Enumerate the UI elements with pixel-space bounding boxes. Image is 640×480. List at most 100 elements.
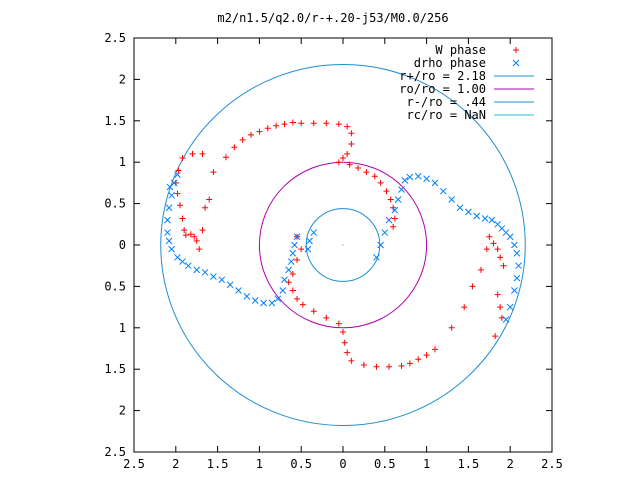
series-1-point-35 [281,276,288,284]
series-0-point-19 [199,150,206,157]
series-1-point-43 [226,281,234,289]
series-1-point-46 [201,268,209,276]
series-0-point-38 [355,164,362,171]
series-1-point-15 [465,208,472,216]
series-0-point-29 [187,231,194,238]
series-1-point-8 [406,173,414,181]
circle-2 [305,208,381,282]
series-0-point-33 [199,227,206,234]
series-0-point-80 [494,291,501,298]
series-0-point-73 [477,266,484,273]
x-tick-label-10: 2.5 [541,457,563,471]
series-0-point-30 [191,233,198,240]
x-tick-label-4: 0.5 [290,457,312,471]
y-tick-label-1: 2 [119,404,126,418]
series-1-point-48 [184,262,192,270]
series-0-point-15 [239,136,246,143]
series-1-point-3 [385,216,393,224]
series-0-point-65 [398,362,405,369]
series-1-point-56 [168,191,175,199]
series-1-point-9 [414,172,422,180]
series-0-point-0 [340,155,346,162]
x-tick-label-2: 1.5 [207,457,229,471]
legend-label-0: W phase [435,43,486,57]
series-0-point-26 [179,215,186,222]
series-0-point-42 [383,188,390,195]
series-0-point-37 [346,161,353,168]
series-1-point-17 [481,215,489,222]
series-0-point-2 [348,140,355,147]
series-0-point-32 [196,246,203,253]
circle-0 [160,63,526,427]
series-0-point-44 [390,204,397,211]
series-0-point-31 [193,237,200,244]
legend-swatch-0 [513,47,519,53]
series-0-point-16 [231,144,238,151]
series-0-point-50 [289,270,296,277]
series-1-point-38 [268,299,276,307]
series-0-point-10 [281,121,288,128]
y-tick-label-0: 2.5 [104,445,126,459]
series-0-point-35 [206,196,213,203]
series-1-point-55 [165,204,173,212]
series-1-point-14 [456,204,464,212]
series-0-point-81 [497,304,504,311]
series-0-point-74 [483,246,490,253]
series-1-point-49 [179,258,186,265]
series-1-point-51 [168,245,175,253]
series-0-point-55 [310,308,317,315]
series-0-point-20 [189,150,196,157]
series-0-point-43 [387,196,394,203]
series-1-point-0 [373,254,380,261]
y-tick-label-9: 2 [119,72,126,86]
series-1-point-45 [210,273,217,280]
series-1-point-40 [251,297,259,304]
series-0-point-77 [494,246,501,253]
center-dot [342,244,344,246]
series-1-point-41 [243,292,251,300]
series-0-point-22 [175,167,182,174]
y-tick-label-5: 0 [119,238,126,252]
series-1-point-36 [279,287,287,294]
chart-title: m2/n1.5/q2.0/r-+.20-j53/M0.0/256 [217,11,448,25]
series-1-point-34 [285,266,293,274]
series-0-point-12 [264,125,271,132]
radius-circles [160,63,526,427]
series-0-point-69 [431,346,438,353]
series-1-point-1 [377,241,384,249]
series-1-point-29 [502,316,510,323]
series-1-point-33 [287,258,295,265]
series-1-point-44 [218,276,226,284]
series-0-point-49 [294,256,301,263]
series-1-point-7 [401,177,409,184]
series-1-point-52 [165,237,173,245]
series-0-point-28 [182,232,189,239]
series-0-point-36 [335,159,342,166]
legend-label-2: r+/ro = 2.18 [399,69,486,83]
series-0-point-56 [323,314,330,321]
series-1-point-6 [398,186,405,193]
series-0-point-64 [385,363,392,370]
series-0-point-59 [341,339,348,346]
series-0-point-6 [323,120,330,127]
y-tick-label-3: 1 [119,321,126,335]
y-tick-label-7: 1 [119,155,126,169]
series-0-point-3 [348,130,355,137]
series-1-point-37 [274,295,282,303]
axis-ticks: 2.5 2 1.5 1 0.5 0 0.5 1 1.5 2 2.52.521.510.500.511… [104,31,563,471]
series-1-point-23 [511,241,518,249]
series-1-point-2 [381,229,389,236]
series-0-point-39 [363,169,370,176]
series-1-point-26 [513,274,521,282]
series-1-point-31 [291,241,298,249]
series-1-point-10 [423,175,430,183]
series-0-point-66 [406,360,413,367]
series-0-point-79 [500,262,507,269]
x-tick-label-7: 1 [423,457,430,471]
series-0-point-1 [344,150,351,157]
series-1-point-39 [260,299,267,307]
series-0-point-53 [294,295,301,302]
series-1-point-62 [304,245,312,253]
series-0-point-75 [486,233,493,240]
